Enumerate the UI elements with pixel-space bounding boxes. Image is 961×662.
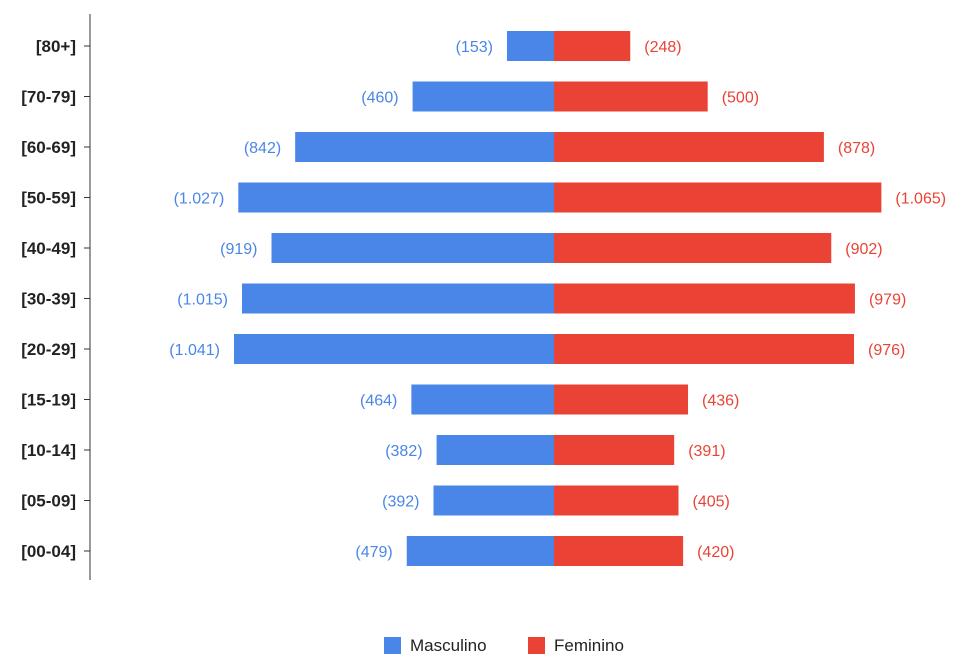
bar-masculino xyxy=(295,132,554,162)
data-label-feminino: (248) xyxy=(644,39,681,56)
data-label-feminino: (500) xyxy=(722,90,759,107)
bar-feminino xyxy=(554,384,689,415)
bar-feminino xyxy=(554,81,708,112)
data-label-feminino: (420) xyxy=(697,544,734,561)
data-label-masculino: (842) xyxy=(244,140,281,157)
bars xyxy=(234,31,882,566)
legend-label-feminino: Feminino xyxy=(554,636,624,655)
data-label-feminino: (436) xyxy=(702,393,739,410)
bar-masculino xyxy=(241,283,554,314)
data-label-feminino: (391) xyxy=(688,443,725,460)
data-label-feminino: (878) xyxy=(838,140,875,157)
category-label: [10-14] xyxy=(21,441,76,460)
data-label-masculino: (464) xyxy=(360,393,397,410)
data-label-masculino: (919) xyxy=(220,241,257,258)
data-label-feminino: (976) xyxy=(868,342,905,359)
bar-masculino xyxy=(411,384,554,415)
category-axis: [80+] [70-79] [60-69] [50-59] [40-49] [30-39]… xyxy=(21,37,90,561)
category-label: [70-79] xyxy=(21,88,76,107)
bar-feminino xyxy=(554,233,832,263)
category-label: [50-59] xyxy=(21,189,76,208)
data-label-masculino: (1.015) xyxy=(177,292,228,309)
category-label: [20-29] xyxy=(21,340,76,359)
data-label-masculino: (1.041) xyxy=(169,342,220,359)
data-label-masculino: (479) xyxy=(355,544,392,561)
bar-feminino xyxy=(554,536,684,566)
data-label-masculino: (1.027) xyxy=(174,191,225,208)
data-label-masculino: (392) xyxy=(382,494,419,511)
data-label-feminino: (1.065) xyxy=(895,191,946,208)
bar-masculino xyxy=(506,31,554,61)
bar-feminino xyxy=(554,31,631,61)
category-label: [60-69] xyxy=(21,138,76,157)
category-label: [15-19] xyxy=(21,391,76,410)
legend-swatch-feminino xyxy=(528,637,545,654)
data-label-feminino: (979) xyxy=(869,292,906,309)
bar-feminino xyxy=(554,334,855,364)
data-label-masculino: (153) xyxy=(456,39,493,56)
bar-feminino xyxy=(554,182,882,213)
bar-masculino xyxy=(436,435,554,465)
category-label: [00-04] xyxy=(21,542,76,561)
data-label-masculino: (460) xyxy=(361,90,398,107)
category-label: [30-39] xyxy=(21,290,76,309)
bar-masculino xyxy=(412,81,554,112)
legend-label-masculino: Masculino xyxy=(410,636,487,655)
category-label: [80+] xyxy=(36,37,76,56)
bar-masculino xyxy=(234,334,554,364)
data-label-masculino: (382) xyxy=(385,443,422,460)
category-label: [40-49] xyxy=(21,239,76,258)
bar-feminino xyxy=(554,485,679,516)
data-label-feminino: (902) xyxy=(845,241,882,258)
data-label-feminino: (405) xyxy=(692,494,729,511)
bar-feminino xyxy=(554,435,675,465)
bar-masculino xyxy=(433,485,554,516)
bar-masculino xyxy=(238,182,554,213)
bar-feminino xyxy=(554,132,824,162)
bar-masculino xyxy=(406,536,554,566)
bar-masculino xyxy=(271,233,554,263)
bar-feminino xyxy=(554,283,855,314)
data-labels: (153) (248) (460) (500) (842) (878) (1.027) (1.… xyxy=(169,39,946,561)
legend: Masculino Feminino xyxy=(384,636,624,655)
category-label: [05-09] xyxy=(21,492,76,511)
legend-swatch-masculino xyxy=(384,637,401,654)
